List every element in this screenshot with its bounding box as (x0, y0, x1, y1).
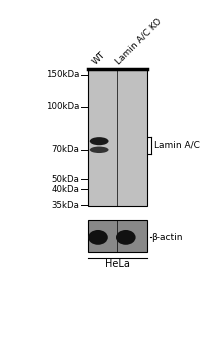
Ellipse shape (90, 137, 108, 145)
FancyBboxPatch shape (88, 69, 147, 206)
Ellipse shape (88, 230, 108, 245)
Text: WT: WT (91, 50, 108, 66)
Text: 70kDa: 70kDa (52, 145, 80, 154)
Text: β-actin: β-actin (151, 233, 183, 242)
Text: 100kDa: 100kDa (46, 102, 80, 111)
Text: 150kDa: 150kDa (46, 70, 80, 79)
Ellipse shape (90, 147, 108, 153)
FancyBboxPatch shape (88, 220, 147, 252)
Text: 40kDa: 40kDa (52, 185, 80, 194)
Text: Lamin A/C: Lamin A/C (154, 141, 199, 150)
Text: 50kDa: 50kDa (52, 175, 80, 184)
Ellipse shape (116, 230, 136, 245)
Text: Lamin A/C KO: Lamin A/C KO (114, 17, 164, 66)
Text: HeLa: HeLa (105, 259, 130, 270)
Text: 35kDa: 35kDa (52, 201, 80, 210)
